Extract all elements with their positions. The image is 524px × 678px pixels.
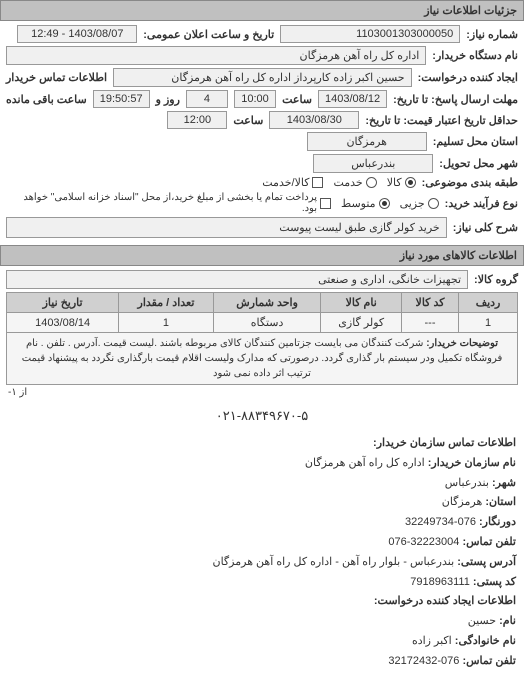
creator-phone: 076-32172432 xyxy=(388,655,459,667)
creator-header: اطلاعات ایجاد کننده درخواست: xyxy=(374,595,516,607)
title-value: خرید کولر گازی طبق لیست پیوست xyxy=(6,217,447,238)
type-service-radio[interactable]: خدمت xyxy=(333,176,376,189)
col-date: تاریخ نیاز xyxy=(7,293,119,313)
col-code: کد کالا xyxy=(402,293,459,313)
reply-deadline-label: مهلت ارسال پاسخ: تا تاریخ: xyxy=(393,93,518,106)
contact-postal: 7918963111 xyxy=(410,576,470,588)
requester-value: حسین اکبر زاده کارپرداز اداره کل راه آهن… xyxy=(113,68,412,87)
contact-address-label: آدرس پستی: xyxy=(457,556,516,568)
time-label-2: ساعت xyxy=(233,114,263,127)
contact-org: اداره کل راه آهن هرمزگان xyxy=(305,457,425,469)
radio-icon xyxy=(405,177,416,188)
type-service-label: خدمت xyxy=(333,176,362,189)
creator-name-label: نام: xyxy=(499,615,516,627)
col-qty: تعداد / مقدار xyxy=(119,293,213,313)
cell-code: --- xyxy=(402,313,459,333)
items-header: اطلاعات کالاهای مورد نیاز xyxy=(0,245,524,266)
radio-icon xyxy=(379,198,390,209)
creator-phone-label: تلفن تماس: xyxy=(462,655,516,667)
table-row: 1 --- کولر گازی دستگاه 1 1403/08/14 xyxy=(7,313,518,333)
checkbox-icon xyxy=(312,177,323,188)
contact-phone: 32223004-076 xyxy=(388,536,459,548)
notes-label: توضیحات خریدار: xyxy=(426,338,498,349)
org-value: اداره کل راه آهن هرمزگان xyxy=(6,46,426,65)
reply-date: 1403/08/12 xyxy=(318,90,387,108)
number-label: شماره نیاز: xyxy=(466,28,518,41)
creator-family-label: نام خانوادگی: xyxy=(455,635,516,647)
contact-city-label: شهر: xyxy=(492,477,516,489)
cell-qty: 1 xyxy=(119,313,213,333)
and-label: روز و xyxy=(156,93,180,106)
type-both-check[interactable]: کالا/خدمت xyxy=(262,176,323,189)
pay-low-label: جزیی xyxy=(400,197,425,210)
pay-low-radio[interactable]: جزیی xyxy=(400,197,439,210)
notes-cell: توضیحات خریدار: شرکت کنندگان می بایست جز… xyxy=(7,333,518,385)
type-goods-label: کالا xyxy=(387,176,402,189)
contact-postal-label: کد پستی: xyxy=(473,576,516,588)
province-label: استان محل تسلیم: xyxy=(433,135,518,148)
col-index: ردیف xyxy=(459,293,518,313)
items-section: گروه کالا: تجهیزات خانگی، اداری و صنعتی … xyxy=(0,266,524,404)
cell-name: کولر گازی xyxy=(321,313,402,333)
contact-fax-label: دورنگار: xyxy=(479,516,516,528)
contact-province-label: استان: xyxy=(485,496,516,508)
cell-index: 1 xyxy=(459,313,518,333)
reply-time: 10:00 xyxy=(234,90,276,108)
radio-icon xyxy=(428,198,439,209)
type-label: طبقه بندی موضوعی: xyxy=(422,176,518,189)
contact-fax: 076-32249734 xyxy=(405,516,476,528)
payment-radio-group: جزیی متوسط پرداخت تمام یا بخشی از مبلغ خ… xyxy=(6,192,439,214)
days-left: 4 xyxy=(186,90,228,108)
notes-row: توضیحات خریدار: شرکت کنندگان می بایست جز… xyxy=(7,333,518,385)
col-unit: واحد شمارش xyxy=(213,293,321,313)
cell-date: 1403/08/14 xyxy=(7,313,119,333)
creator-name: حسین xyxy=(468,615,496,627)
city-value: بندرعباس xyxy=(313,154,433,173)
group-label: گروه کالا: xyxy=(474,273,518,286)
contact-header: اطلاعات تماس سازمان خریدار: xyxy=(373,437,516,449)
page-header: جزئیات اطلاعات نیاز xyxy=(0,0,524,21)
contact-address: بندرعباس - بلوار راه آهن - اداره کل راه … xyxy=(213,556,455,568)
pay-note-label: پرداخت تمام یا بخشی از مبلغ خرید،از محل … xyxy=(6,192,317,214)
type-goods-radio[interactable]: کالا xyxy=(387,176,416,189)
type-both-label: کالا/خدمت xyxy=(262,176,309,189)
pay-mid-radio[interactable]: متوسط xyxy=(341,197,390,210)
creator-family: اکبر زاده xyxy=(412,635,452,647)
request-details: شماره نیاز: 1103001303000050 تاریخ و ساع… xyxy=(0,21,524,245)
contact-province: هرمزگان xyxy=(442,496,483,508)
remaining-time: 19:50:57 xyxy=(93,90,150,108)
validity-label: حداقل تاریخ اعتبار قیمت: تا تاریخ: xyxy=(365,114,518,127)
contact-city: بندرعباس xyxy=(445,477,489,489)
col-name: نام کالا xyxy=(321,293,402,313)
requester-label: ایجاد کننده درخواست: xyxy=(418,71,518,84)
contact-buyer-label: اطلاعات تماس خریدار xyxy=(6,71,107,84)
pay-note-check[interactable]: پرداخت تمام یا بخشی از مبلغ خرید،از محل … xyxy=(6,192,331,214)
time-label-1: ساعت xyxy=(282,93,312,106)
pager: از ۱- xyxy=(6,385,518,400)
checkbox-icon xyxy=(320,198,331,209)
radio-icon xyxy=(366,177,377,188)
remaining-label: ساعت باقی مانده xyxy=(6,93,87,106)
city-label: شهر محل تحویل: xyxy=(439,157,518,170)
payment-label: نوع فرآیند خرید: xyxy=(445,197,518,210)
table-header-row: ردیف کد کالا نام کالا واحد شمارش تعداد /… xyxy=(7,293,518,313)
pay-mid-label: متوسط xyxy=(341,197,376,210)
contact-phone-label: تلفن تماس: xyxy=(462,536,516,548)
validity-date: 1403/08/30 xyxy=(269,111,359,129)
contact-section: اطلاعات تماس سازمان خریدار: نام سازمان خ… xyxy=(0,428,524,678)
cell-unit: دستگاه xyxy=(213,313,321,333)
type-radio-group: کالا خدمت کالا/خدمت xyxy=(262,176,415,189)
number-value: 1103001303000050 xyxy=(280,25,460,43)
announce-value: 1403/08/07 - 12:49 xyxy=(17,25,137,43)
org-label: نام دستگاه خریدار: xyxy=(432,49,518,62)
title-label: شرح کلی نیاز: xyxy=(453,221,518,234)
group-value: تجهیزات خانگی، اداری و صنعتی xyxy=(6,270,468,289)
central-phone: ۰۲۱-۸۸۳۴۹۶۷۰-۵ xyxy=(0,404,524,428)
validity-time: 12:00 xyxy=(167,111,227,129)
announce-label: تاریخ و ساعت اعلان عمومی: xyxy=(143,28,274,41)
province-value: هرمزگان xyxy=(307,132,427,151)
items-table: ردیف کد کالا نام کالا واحد شمارش تعداد /… xyxy=(6,292,518,385)
contact-org-label: نام سازمان خریدار: xyxy=(428,457,516,469)
